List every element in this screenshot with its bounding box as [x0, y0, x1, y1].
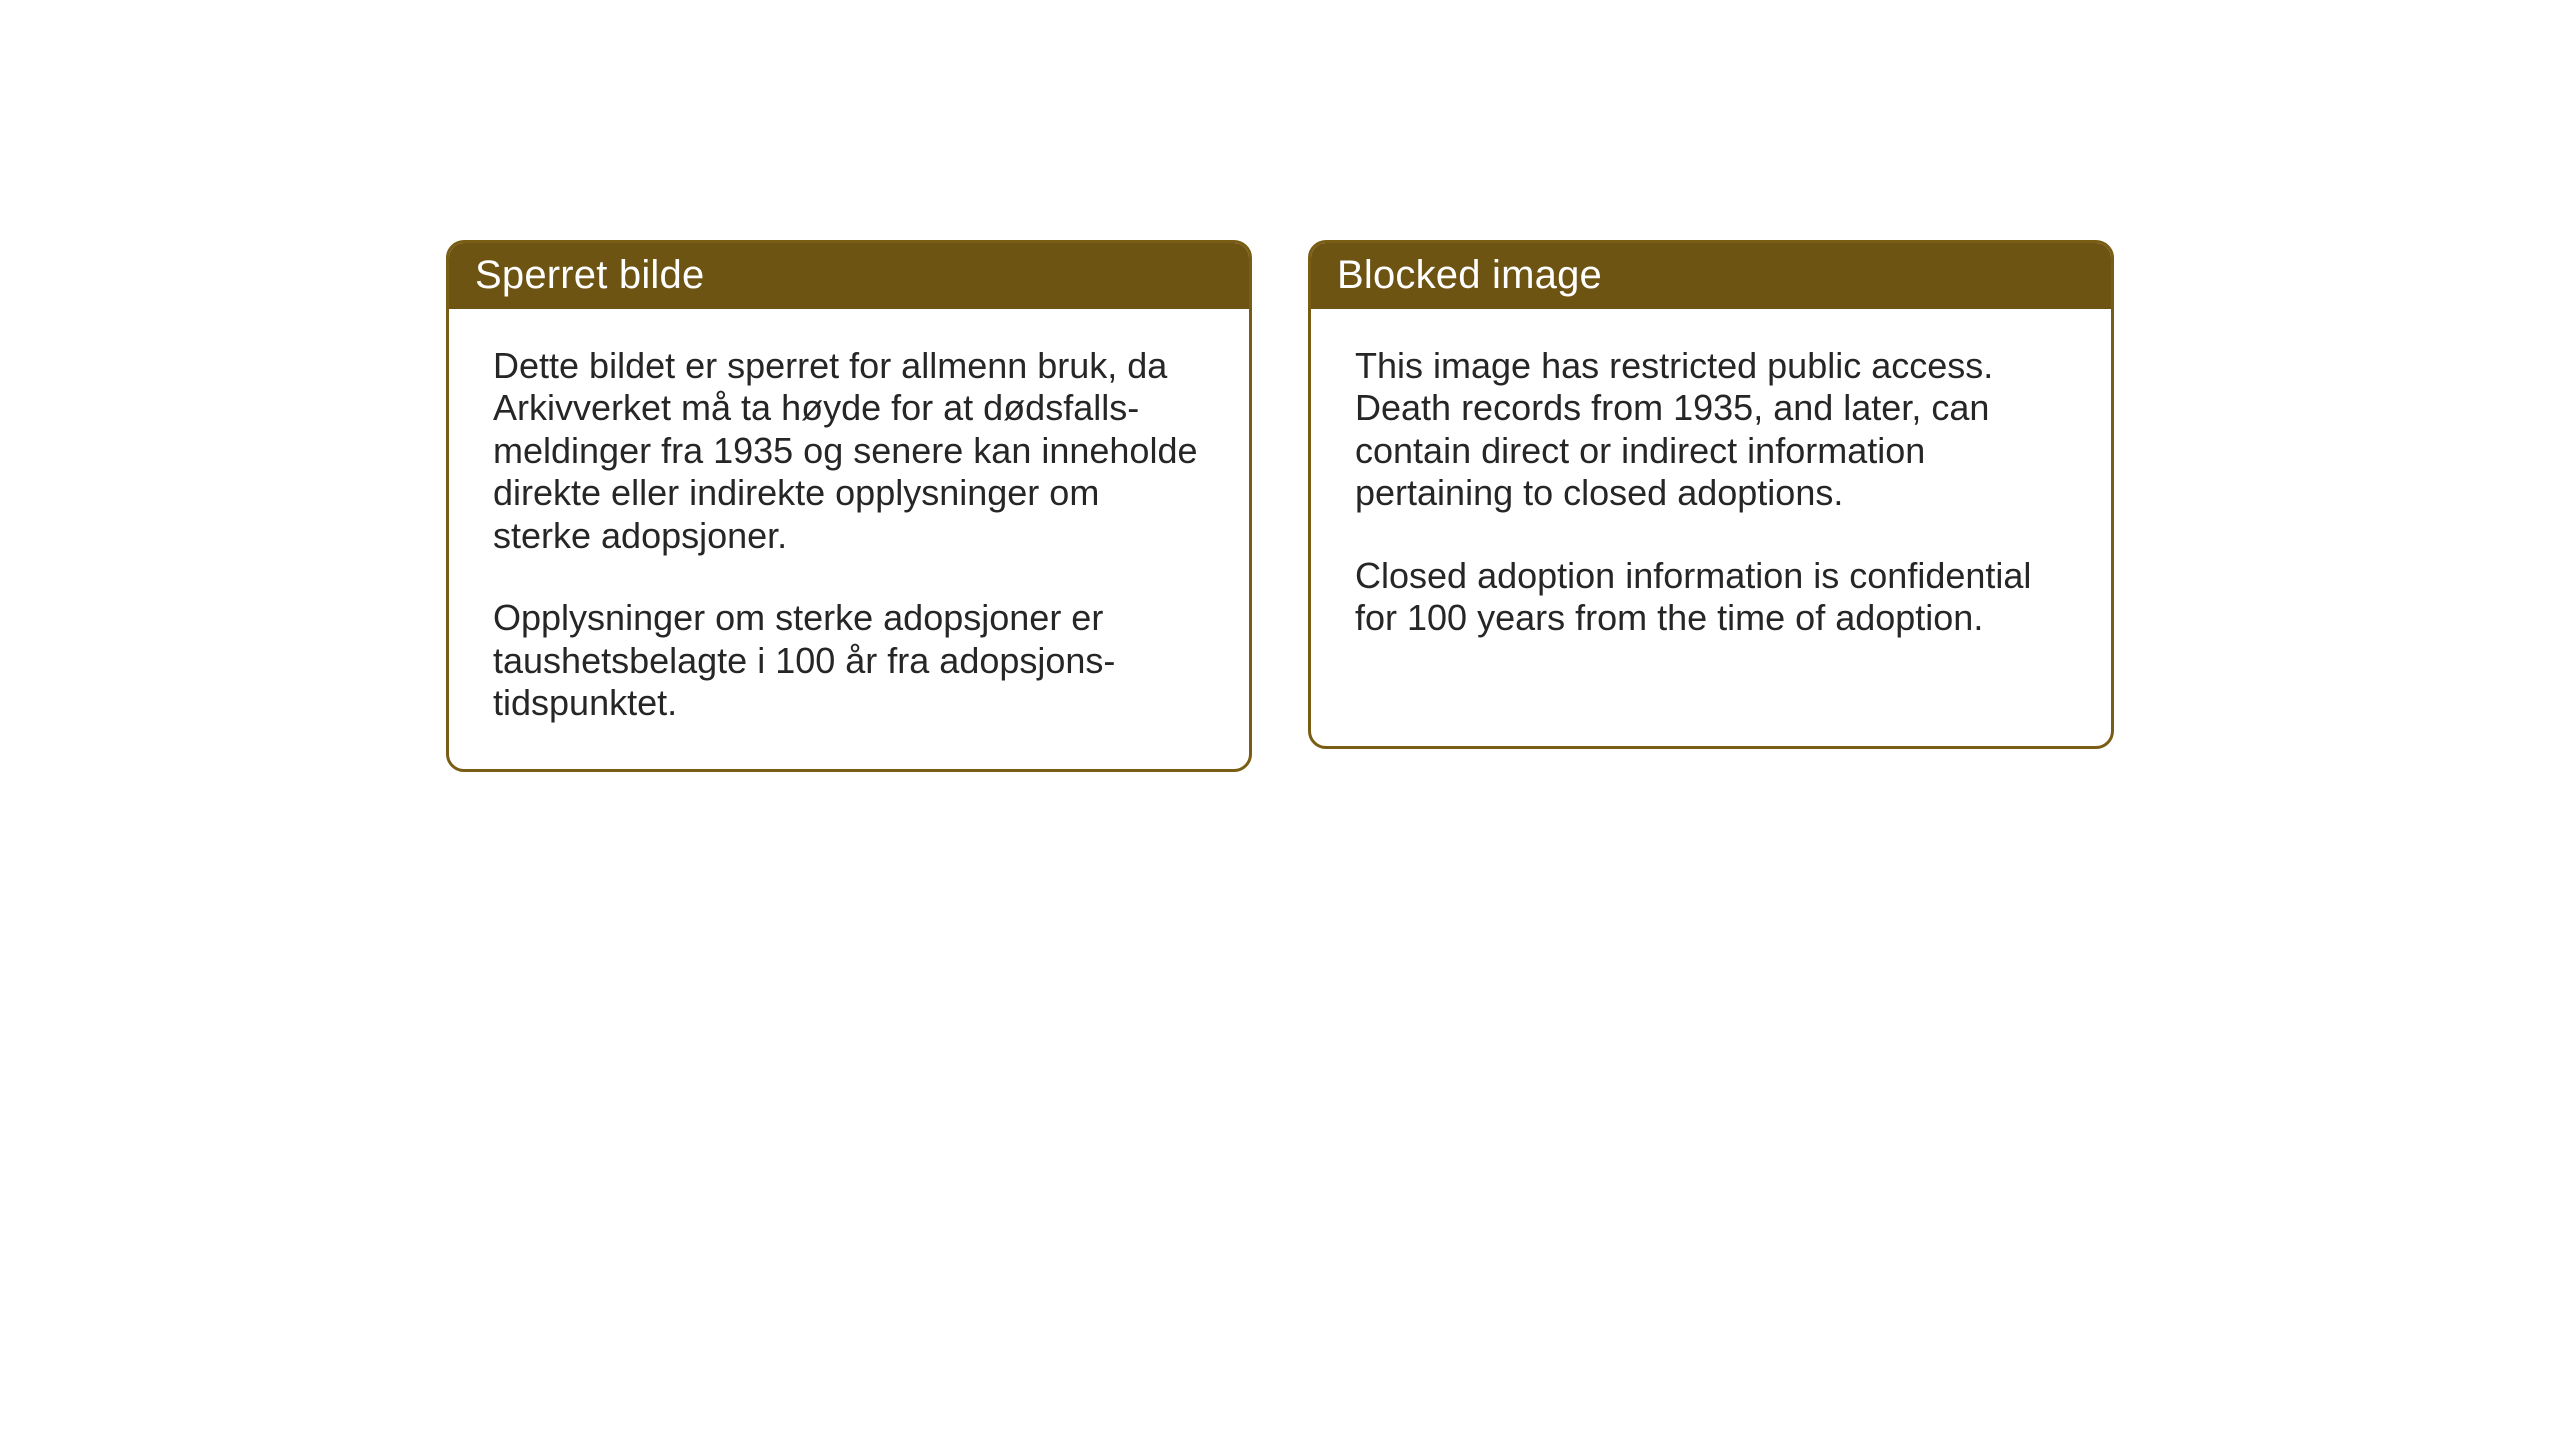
- card-header-norwegian: Sperret bilde: [449, 243, 1249, 309]
- notice-paragraph-2: Opplysninger om sterke adopsjoner er tau…: [493, 597, 1205, 724]
- card-body-norwegian: Dette bildet er sperret for allmenn bruk…: [449, 309, 1249, 769]
- notice-card-norwegian: Sperret bilde Dette bildet er sperret fo…: [446, 240, 1252, 772]
- notice-paragraph-2: Closed adoption information is confident…: [1355, 555, 2067, 640]
- notice-paragraph-1: Dette bildet er sperret for allmenn bruk…: [493, 345, 1205, 557]
- notice-card-english: Blocked image This image has restricted …: [1308, 240, 2114, 749]
- notice-paragraph-1: This image has restricted public access.…: [1355, 345, 2067, 515]
- card-body-english: This image has restricted public access.…: [1311, 309, 2111, 684]
- card-header-english: Blocked image: [1311, 243, 2111, 309]
- notice-container: Sperret bilde Dette bildet er sperret fo…: [446, 240, 2114, 772]
